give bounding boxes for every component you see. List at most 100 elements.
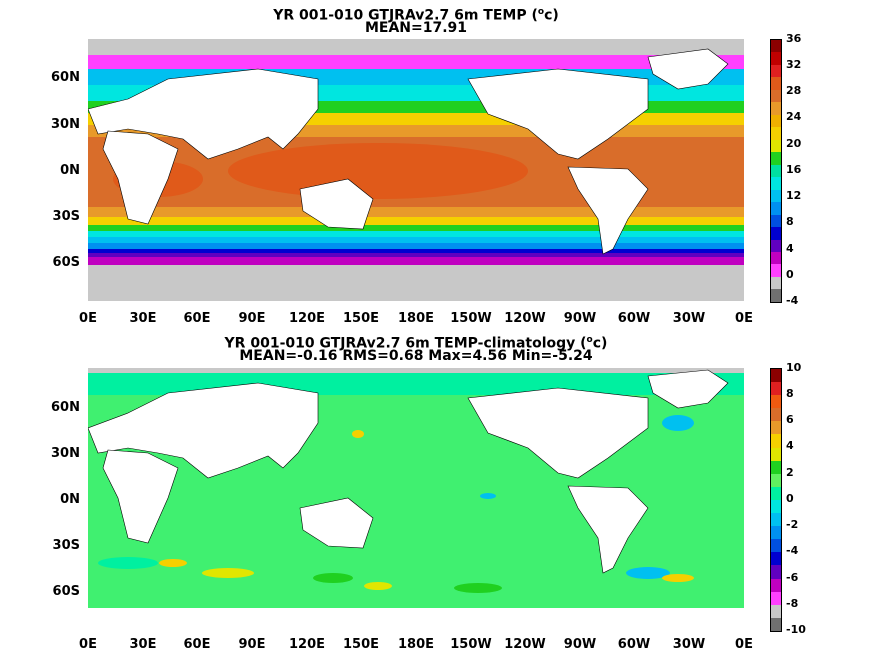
lat-label: 30S — [52, 209, 80, 224]
lat-label: 0N — [60, 163, 80, 178]
colorbar-swatch — [771, 251, 781, 265]
lat-label: 60N — [51, 400, 80, 415]
panel1-title-sup: o — [537, 7, 545, 17]
lon-label: 150W — [450, 311, 492, 326]
colorbar-swatch — [771, 264, 781, 277]
anomaly-map-svg — [88, 368, 744, 630]
colorbar-swatch — [771, 177, 781, 190]
colorbar-label: -4 — [786, 544, 799, 557]
lon-label: 0E — [79, 311, 97, 326]
colorbar-swatch — [771, 486, 781, 500]
panel1-title-text: YR 001-010 GTJRAv2.7 6m TEMP ( — [273, 7, 538, 24]
colorbar-swatch — [771, 382, 781, 396]
colorbar-swatch — [771, 408, 781, 422]
colorbar-label: 4 — [786, 242, 794, 255]
colorbar-swatch — [771, 164, 781, 178]
lon-label: 0E — [735, 637, 753, 652]
colorbar-label: 24 — [786, 110, 802, 123]
panel2-title: YR 001-010 GTJRAv2.7 6m TEMP-climatology… — [88, 332, 744, 352]
panel2-stats: MEAN=-0.16 RMS=0.68 Max=4.56 Min=-5.24 — [239, 348, 593, 364]
lon-label: 60W — [617, 637, 651, 652]
colorbar-swatch — [771, 499, 781, 514]
colorbar-swatch — [771, 227, 781, 240]
colorbar-swatch — [771, 526, 781, 540]
lat-label: 0N — [60, 492, 80, 507]
lon-label: 180E — [397, 311, 435, 326]
colorbar-label: 8 — [786, 215, 794, 228]
panel1-title: YR 001-010 GTJRAv2.7 6m TEMP (oc) — [88, 4, 744, 24]
sst-map-svg — [88, 39, 744, 301]
lon-label: 60W — [617, 311, 651, 326]
lon-label: 90E — [238, 637, 266, 652]
lon-label: 150E — [342, 311, 380, 326]
anomaly-map — [88, 368, 744, 630]
lon-label: 120E — [288, 637, 326, 652]
colorbar-swatch — [771, 127, 781, 140]
colorbar-swatch — [771, 604, 781, 618]
colorbar-label: 8 — [786, 387, 794, 400]
temperature-colorbar — [770, 39, 782, 303]
colorbar-swatch — [771, 395, 781, 409]
lon-label: 0E — [79, 637, 97, 652]
colorbar-swatch — [771, 77, 781, 90]
lon-label: 90W — [563, 637, 597, 652]
colorbar-swatch — [771, 64, 781, 78]
colorbar-swatch — [771, 139, 781, 153]
colorbar-label: 16 — [786, 163, 802, 176]
colorbar-swatch — [771, 52, 781, 65]
colorbar-swatch — [771, 460, 781, 474]
colorbar-swatch — [771, 421, 781, 435]
lon-label: 150W — [450, 637, 492, 652]
colorbar-label: 6 — [786, 413, 794, 426]
colorbar-label: -10 — [786, 623, 806, 636]
lon-label: 120W — [504, 311, 546, 326]
colorbar-swatch — [771, 473, 781, 487]
lon-label: 30E — [129, 637, 157, 652]
colorbar-swatch — [771, 513, 781, 527]
colorbar-swatch — [771, 578, 781, 592]
colorbar-label: 0 — [786, 492, 794, 505]
lon-label: 30W — [672, 311, 706, 326]
lon-label: 90E — [238, 311, 266, 326]
lat-label: 60S — [52, 255, 80, 270]
colorbar-swatch — [771, 152, 781, 165]
lat-label: 60S — [52, 584, 80, 599]
lon-label: 180E — [397, 637, 435, 652]
colorbar-swatch — [771, 434, 781, 448]
colorbar-label: -4 — [786, 294, 799, 307]
colorbar-swatch — [771, 114, 781, 128]
colorbar-label: -2 — [786, 518, 799, 531]
colorbar-label: 36 — [786, 32, 802, 45]
lon-label: 120W — [504, 637, 546, 652]
colorbar-swatch — [771, 189, 781, 203]
colorbar-label: -8 — [786, 597, 799, 610]
colorbar-swatch — [771, 447, 781, 461]
anomaly-colorbar — [770, 368, 782, 632]
colorbar-swatch — [771, 89, 781, 103]
sst-map — [88, 39, 744, 301]
colorbar-label: -6 — [786, 571, 799, 584]
colorbar-label: 32 — [786, 58, 802, 71]
colorbar-swatch — [771, 369, 781, 383]
colorbar-swatch — [771, 565, 781, 579]
colorbar-swatch — [771, 202, 781, 215]
colorbar-swatch — [771, 40, 781, 53]
colorbar-swatch — [771, 239, 781, 252]
lon-label: 30E — [129, 311, 157, 326]
lon-label: 60E — [183, 637, 211, 652]
colorbar-swatch — [771, 617, 781, 631]
colorbar-label: 4 — [786, 439, 794, 452]
lon-label: 120E — [288, 311, 326, 326]
colorbar-swatch — [771, 276, 781, 290]
colorbar-swatch — [771, 591, 781, 605]
colorbar-label: 2 — [786, 466, 794, 479]
panel2-title-sup: o — [586, 335, 593, 345]
panel2-title-text: YR 001-010 GTJRAv2.7 6m TEMP-climatology… — [224, 335, 587, 352]
colorbar-swatch — [771, 289, 781, 302]
colorbar-label: 0 — [786, 268, 794, 281]
colorbar-label: 28 — [786, 84, 802, 97]
colorbar-label: 20 — [786, 137, 802, 150]
lat-label: 60N — [51, 70, 80, 85]
colorbar-label: 12 — [786, 189, 802, 202]
lon-label: 0E — [735, 311, 753, 326]
